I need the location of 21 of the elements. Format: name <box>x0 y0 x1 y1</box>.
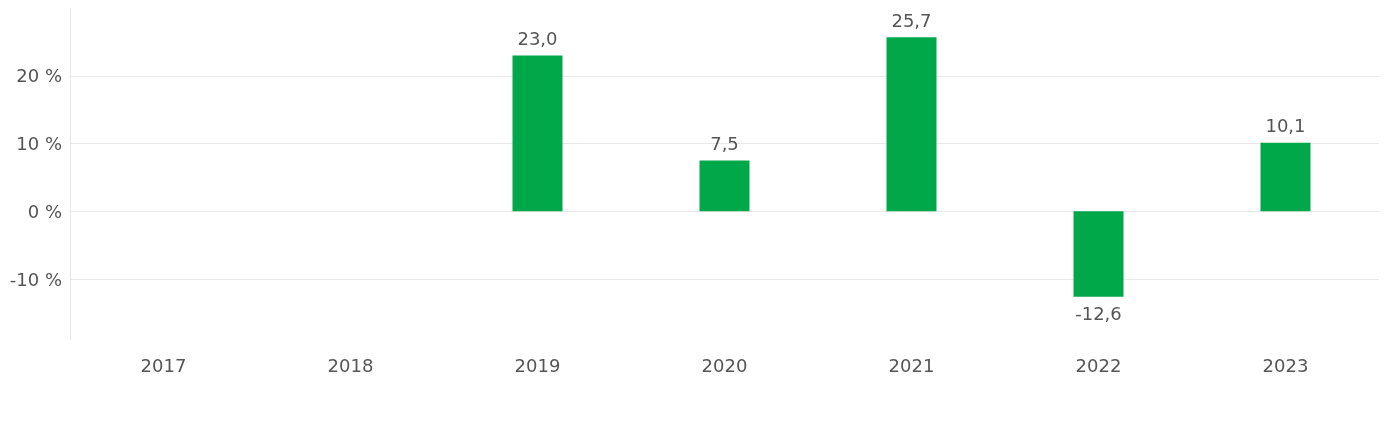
x-tick-label: 2019 <box>514 354 561 376</box>
x-tick-label: 2022 <box>1075 354 1122 376</box>
bar <box>512 55 563 212</box>
x-tick-label: 2018 <box>327 354 374 376</box>
bar <box>886 37 937 212</box>
bar <box>1073 211 1124 297</box>
data-label: 25,7 <box>891 9 932 31</box>
bar <box>699 160 750 212</box>
data-label: 23,0 <box>517 27 558 49</box>
y-tick-label: 10 % <box>16 133 62 155</box>
y-tick-label: 0 % <box>27 200 62 222</box>
y-tick-label: -10 % <box>9 268 62 290</box>
x-tick-label: 2017 <box>140 354 187 376</box>
data-label: 10,1 <box>1265 115 1306 137</box>
x-tick-label: 2021 <box>888 354 935 376</box>
data-label: 7,5 <box>710 132 739 154</box>
x-tick-label: 2020 <box>701 354 748 376</box>
x-tick-label: 2023 <box>1262 354 1309 376</box>
bar <box>1260 142 1311 212</box>
data-label: -12,6 <box>1075 303 1122 325</box>
y-tick-label: 20 % <box>16 65 62 87</box>
